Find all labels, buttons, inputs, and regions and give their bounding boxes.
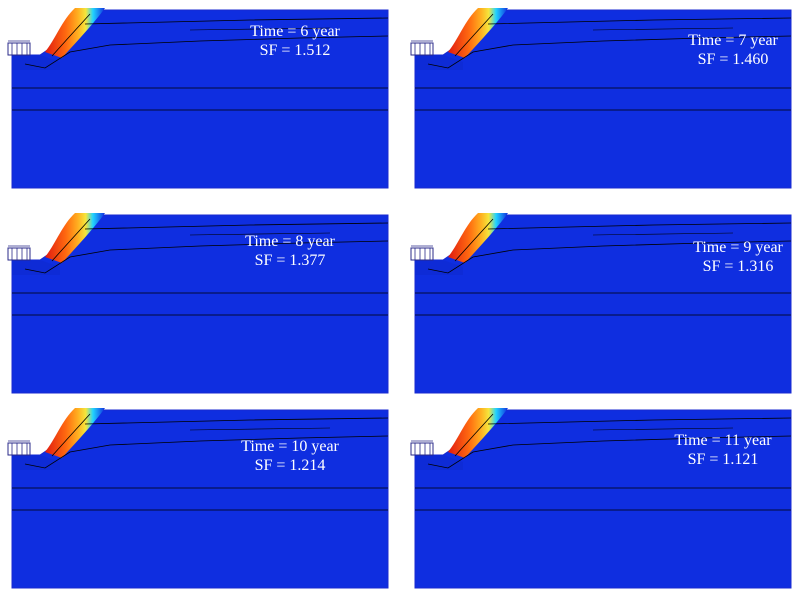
time-label-8: Time = 8 year — [245, 233, 335, 250]
slope-model-10 — [7, 407, 389, 589]
panel-time-6: Time = 6 year SF = 1.512 — [0, 0, 400, 195]
time-label-7: Time = 7 year — [688, 32, 778, 49]
panel-label-6: Time = 6 year SF = 1.512 — [225, 22, 365, 60]
panel-time-8: Time = 8 year SF = 1.377 — [0, 205, 400, 395]
sf-label-8: SF = 1.377 — [254, 252, 326, 269]
time-label-11: Time = 11 year — [674, 432, 772, 449]
sf-label-7: SF = 1.460 — [697, 51, 769, 68]
time-label-9: Time = 9 year — [693, 239, 783, 256]
slope-model-9 — [410, 212, 792, 394]
panel-label-10: Time = 10 year SF = 1.214 — [215, 437, 365, 475]
panel-label-7: Time = 7 year SF = 1.460 — [658, 31, 803, 69]
panel-time-11: Time = 11 year SF = 1.121 — [403, 400, 803, 590]
sf-label-6: SF = 1.512 — [259, 42, 331, 59]
panel-label-9: Time = 9 year SF = 1.316 — [668, 238, 803, 276]
panel-label-11: Time = 11 year SF = 1.121 — [648, 431, 798, 469]
time-label-6: Time = 6 year — [250, 23, 340, 40]
panel-label-8: Time = 8 year SF = 1.377 — [220, 232, 360, 270]
sf-label-11: SF = 1.121 — [687, 451, 759, 468]
slope-model-7 — [410, 7, 792, 189]
sf-label-10: SF = 1.214 — [254, 457, 326, 474]
panel-time-9: Time = 9 year SF = 1.316 — [403, 205, 803, 395]
time-label-10: Time = 10 year — [241, 438, 339, 455]
slope-model-11 — [410, 407, 792, 589]
panel-time-7: Time = 7 year SF = 1.460 — [403, 0, 803, 195]
sf-label-9: SF = 1.316 — [702, 258, 774, 275]
panel-time-10: Time = 10 year SF = 1.214 — [0, 400, 400, 590]
